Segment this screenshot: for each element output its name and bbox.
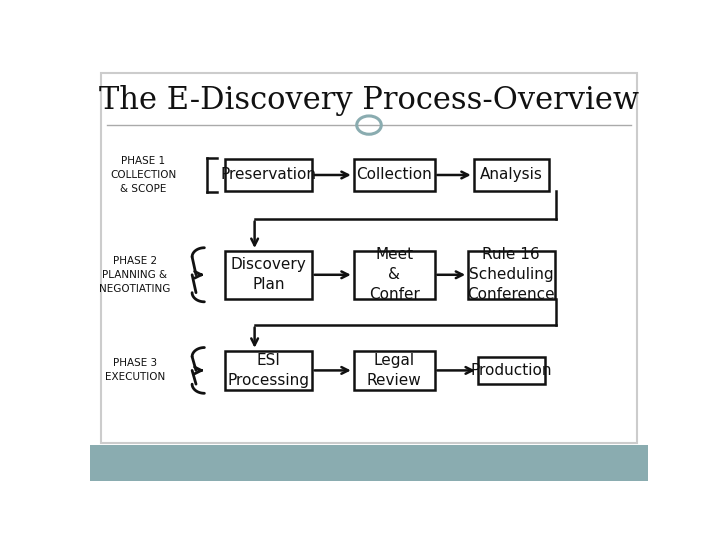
Text: Analysis: Analysis: [480, 167, 543, 183]
FancyBboxPatch shape: [101, 73, 637, 443]
Text: Preservation: Preservation: [220, 167, 317, 183]
Bar: [225, 350, 312, 390]
Text: ESI
Processing: ESI Processing: [228, 353, 310, 388]
Bar: [225, 251, 312, 299]
Text: PHASE 2
PLANNING &
NEGOTIATING: PHASE 2 PLANNING & NEGOTIATING: [99, 256, 171, 294]
Text: The E-Discovery Process-Overview: The E-Discovery Process-Overview: [99, 85, 639, 116]
Text: Rule 16
Scheduling
Conference: Rule 16 Scheduling Conference: [467, 247, 555, 302]
Bar: [474, 159, 549, 191]
Bar: [354, 251, 435, 299]
Bar: [225, 159, 312, 191]
Text: Discovery
Plan: Discovery Plan: [230, 258, 307, 292]
Text: PHASE 3
EXECUTION: PHASE 3 EXECUTION: [104, 359, 165, 382]
Bar: [468, 251, 554, 299]
Text: Legal
Review: Legal Review: [366, 353, 421, 388]
Bar: [354, 350, 435, 390]
Text: Collection: Collection: [356, 167, 432, 183]
Text: PHASE 1
COLLECTION
& SCOPE: PHASE 1 COLLECTION & SCOPE: [110, 156, 176, 194]
Text: Meet
&
Confer: Meet & Confer: [369, 247, 420, 302]
FancyBboxPatch shape: [90, 446, 648, 481]
Text: Production: Production: [471, 363, 552, 378]
Bar: [354, 159, 435, 191]
Bar: [478, 357, 545, 384]
